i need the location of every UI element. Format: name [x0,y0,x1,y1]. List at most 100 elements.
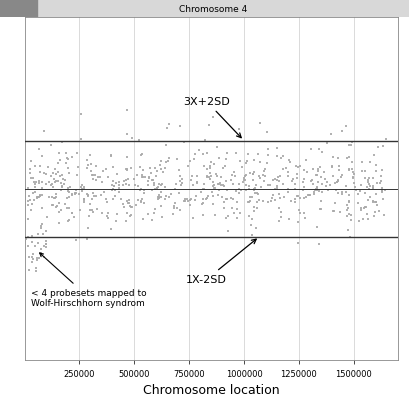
Point [319,182,325,188]
Point [141,191,147,197]
Point [55,178,61,184]
Point [112,187,118,193]
Point [358,169,364,175]
Point [242,160,248,167]
Point [88,168,94,175]
Point [139,174,146,180]
Point [250,204,256,211]
Point [173,205,180,211]
Point [366,194,373,201]
Point [156,162,163,169]
Point [375,209,382,215]
Point [36,169,43,176]
Point [33,180,39,186]
Point [55,201,62,207]
Point [56,173,63,180]
Point [27,170,33,176]
Point [90,191,96,197]
Point [296,211,303,217]
Point [361,190,367,197]
Point [364,216,371,223]
Point [54,204,60,210]
Point [239,179,245,186]
Point [291,196,297,203]
Point [313,224,320,231]
Point [291,187,298,193]
Point [34,255,40,262]
Point [111,183,117,189]
Point [276,156,283,162]
Point [321,176,327,183]
Point [113,212,119,218]
Point [293,171,300,178]
Point [227,196,234,202]
Point [289,176,296,183]
Point [86,201,92,207]
Point [124,132,130,138]
Point [245,199,252,205]
Point [338,191,345,198]
Point [197,189,203,196]
Point [158,166,164,173]
Point [324,187,330,193]
Point [155,195,161,201]
Point [65,205,72,212]
Point [279,166,285,173]
Point [105,174,111,181]
Point [112,180,119,187]
Point [80,197,87,203]
Point [65,218,72,224]
Point [214,192,220,198]
Point [199,212,206,219]
Point [137,164,144,171]
Point [371,169,378,175]
Point [40,254,47,261]
Point [151,181,157,187]
Text: 3X+2SD: 3X+2SD [183,97,240,138]
Point [178,176,184,183]
Point [320,169,326,176]
Point [38,246,44,253]
Point [25,216,31,223]
Point [65,157,72,163]
Point [72,187,79,193]
Point [255,197,261,203]
Point [27,197,33,203]
Point [38,223,44,230]
Point [318,149,325,156]
Point [137,152,144,159]
Point [242,182,249,189]
Point [370,153,377,159]
Point [219,182,225,189]
Point [354,200,360,207]
Point [89,207,95,214]
Point [292,175,299,182]
Point [43,181,49,188]
Point [284,189,290,196]
Point [104,216,111,222]
Point [307,179,314,185]
Point [37,192,44,199]
Point [317,198,324,204]
Point [84,162,91,169]
Point [218,194,224,201]
Point [55,150,62,157]
Point [115,179,122,186]
Point [168,191,174,198]
Point [35,178,42,185]
Point [219,165,226,172]
Point [369,198,376,205]
Point [334,155,340,162]
Point [263,161,270,167]
Point [203,151,210,157]
Point [245,187,252,193]
Point [123,177,129,183]
Point [99,168,106,175]
Point [303,170,310,176]
Point [145,174,152,181]
Point [135,184,141,190]
Point [153,185,160,192]
Point [207,173,214,180]
Point [145,175,152,182]
Point [363,211,370,218]
